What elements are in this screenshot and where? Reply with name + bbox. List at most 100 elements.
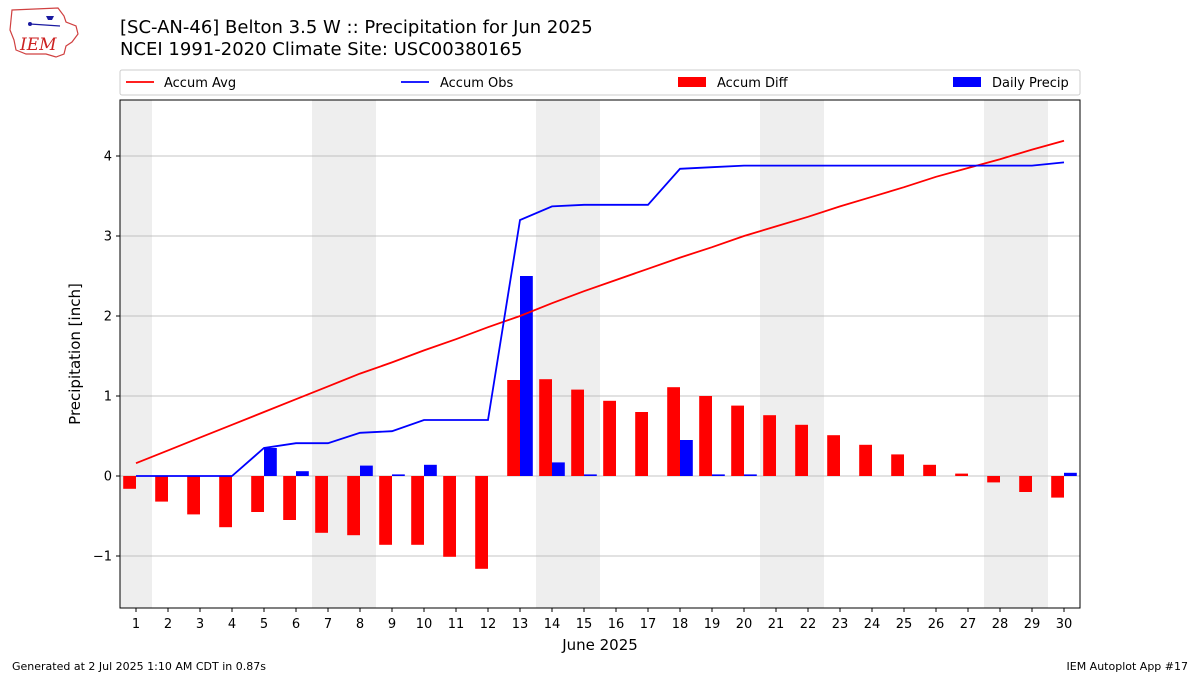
bar-daily-precip-day-18 <box>680 440 693 476</box>
chart-title: [SC-AN-46] Belton 3.5 W :: Precipitation… <box>120 17 593 38</box>
legend-patch-daily-precip <box>953 77 981 87</box>
bar-accum-diff-day-12 <box>475 476 488 569</box>
xtick-label-15: 15 <box>576 617 593 632</box>
bar-daily-precip-day-5 <box>264 448 277 476</box>
xtick-label-30: 30 <box>1056 617 1073 632</box>
bar-accum-diff-day-19 <box>699 396 712 476</box>
ytick-label-0: −1 <box>93 550 112 565</box>
bar-accum-diff-day-4 <box>219 476 232 528</box>
shade-day-15 <box>568 100 600 608</box>
xtick-label-7: 7 <box>324 617 332 632</box>
bar-accum-diff-day-15 <box>571 389 584 476</box>
xtick-label-13: 13 <box>512 617 529 632</box>
bar-daily-precip-day-9 <box>392 474 405 476</box>
bar-accum-diff-day-7 <box>315 476 328 533</box>
xtick-label-21: 21 <box>768 617 785 632</box>
x-axis: 1 2 3 4 5 6 7 8 9 10 11 12 13 14 15 16 17 18 19 20 21 22 23 24 2… <box>132 608 1072 632</box>
shade-day-22 <box>792 100 824 608</box>
xtick-label-25: 25 <box>896 617 913 632</box>
bar-accum-diff-day-22 <box>795 424 808 476</box>
xtick-label-26: 26 <box>928 617 945 632</box>
legend-label-accum-diff: Accum Diff <box>717 76 789 91</box>
bar-accum-diff-day-17 <box>635 412 648 476</box>
bar-daily-precip-day-10 <box>424 464 437 476</box>
footer-app: IEM Autoplot App #17 <box>1066 660 1189 673</box>
bar-daily-precip-day-20 <box>744 474 757 476</box>
bar-accum-diff-day-20 <box>731 405 744 476</box>
y-axis: −1 0 1 2 3 4 <box>93 150 120 565</box>
xtick-label-17: 17 <box>640 617 657 632</box>
bar-daily-precip-day-14 <box>552 462 565 476</box>
bar-accum-diff-day-25 <box>891 454 904 476</box>
line-accum-obs <box>136 161 1065 477</box>
xtick-label-4: 4 <box>228 617 236 632</box>
shade-day-1 <box>120 100 152 608</box>
bar-accum-diff-day-18 <box>667 387 680 476</box>
bar-daily-precip-day-13 <box>520 276 533 476</box>
xtick-label-28: 28 <box>992 617 1009 632</box>
xtick-label-16: 16 <box>608 617 625 632</box>
bar-accum-diff-day-21 <box>763 415 776 476</box>
logo-text: IEM <box>19 35 57 55</box>
xtick-label-2: 2 <box>164 617 172 632</box>
bar-accum-diff-day-14 <box>539 379 552 476</box>
legend-item-accum-obs: Accum Obs <box>401 76 513 91</box>
legend-frame <box>119 69 1081 96</box>
legend-item-accum-diff: Accum Diff <box>678 76 789 91</box>
bar-accum-diff-day-1 <box>123 476 136 489</box>
bar-accum-diff-day-27 <box>955 473 968 476</box>
xtick-label-8: 8 <box>356 617 364 632</box>
ytick-label-3: 2 <box>104 310 112 325</box>
bars <box>123 276 1077 569</box>
xtick-label-3: 3 <box>196 617 204 632</box>
xtick-label-5: 5 <box>260 617 268 632</box>
cloud-icon <box>46 16 54 20</box>
bar-accum-diff-day-10 <box>411 476 424 545</box>
legend-label-accum-obs: Accum Obs <box>440 76 513 91</box>
shade-day-29 <box>1016 100 1048 608</box>
xtick-label-22: 22 <box>800 617 817 632</box>
xtick-label-1: 1 <box>132 617 140 632</box>
xtick-label-19: 19 <box>704 617 721 632</box>
bar-accum-diff-day-2 <box>155 476 168 502</box>
line-accum-avg <box>135 139 1065 465</box>
bar-accum-diff-day-11 <box>443 476 456 557</box>
xtick-label-29: 29 <box>1024 617 1041 632</box>
bar-accum-diff-day-28 <box>987 476 1000 483</box>
xtick-label-27: 27 <box>960 617 977 632</box>
bar-accum-diff-day-3 <box>187 476 200 515</box>
shade-day-14 <box>536 100 568 608</box>
bar-accum-diff-day-23 <box>827 435 840 476</box>
legend: Accum Avg Accum Obs Accum Diff Daily Pre… <box>119 69 1081 96</box>
bar-daily-precip-day-30 <box>1064 472 1077 476</box>
bar-accum-diff-day-6 <box>283 476 296 520</box>
ytick-label-5: 4 <box>104 150 112 165</box>
bar-accum-diff-day-8 <box>347 476 360 536</box>
xtick-label-9: 9 <box>388 617 396 632</box>
bar-accum-diff-day-13 <box>507 380 520 476</box>
lines <box>135 139 1065 477</box>
legend-label-accum-avg: Accum Avg <box>164 76 236 91</box>
xtick-label-23: 23 <box>832 617 849 632</box>
bar-accum-diff-day-30 <box>1051 476 1064 498</box>
plot-frame <box>119 99 1081 609</box>
ytick-label-4: 3 <box>104 230 112 245</box>
ytick-label-2: 1 <box>104 390 112 405</box>
xtick-label-18: 18 <box>672 617 689 632</box>
bar-daily-precip-day-15 <box>584 474 597 476</box>
xtick-label-14: 14 <box>544 617 561 632</box>
legend-label-daily-precip: Daily Precip <box>992 76 1069 91</box>
xtick-label-11: 11 <box>448 617 465 632</box>
shade-day-21 <box>760 100 792 608</box>
legend-item-accum-avg: Accum Avg <box>126 76 236 91</box>
x-axis-label: June 2025 <box>561 636 638 654</box>
iem-logo: IEM <box>9 7 79 58</box>
bar-accum-diff-day-26 <box>923 464 936 476</box>
grid-lines <box>120 155 1080 557</box>
bar-daily-precip-day-19 <box>712 474 725 476</box>
legend-item-daily-precip: Daily Precip <box>953 76 1069 91</box>
chart-subtitle: NCEI 1991-2020 Climate Site: USC00380165 <box>120 39 523 60</box>
state-outline-icon <box>9 7 79 58</box>
bar-daily-precip-day-6 <box>296 471 309 476</box>
